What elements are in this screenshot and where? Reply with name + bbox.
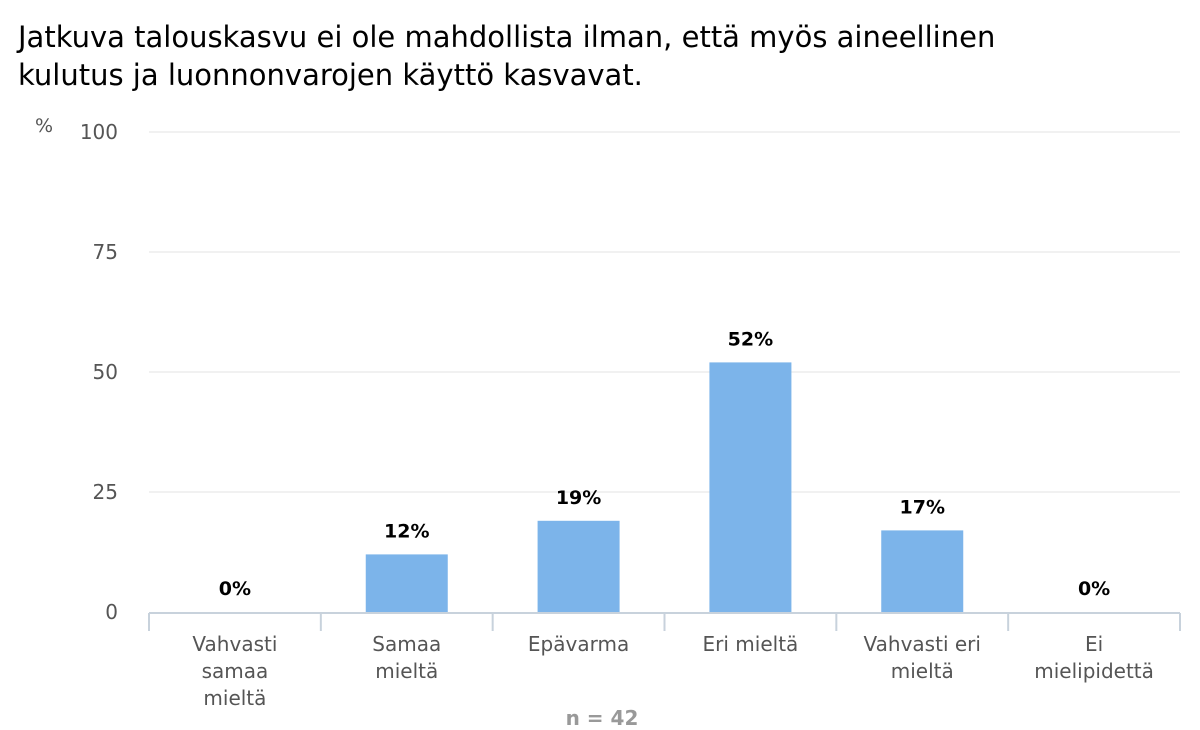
- x-tick-label-line: Epävarma: [528, 632, 629, 656]
- x-tick-label-line: Eri mieltä: [703, 632, 799, 656]
- data-label: 17%: [900, 496, 945, 518]
- bar: [537, 520, 620, 612]
- y-tick-label: 25: [93, 480, 118, 504]
- y-tick-label: 75: [93, 240, 118, 264]
- bars: [365, 362, 964, 612]
- x-tick-label-line: samaa: [202, 659, 269, 683]
- x-tick-label-line: mielipidettä: [1034, 659, 1154, 683]
- y-axis-label: %: [35, 115, 53, 137]
- x-tick-label-line: mieltä: [891, 659, 954, 683]
- x-tick-label-line: Samaa: [372, 632, 441, 656]
- x-tick-label: Vahvasti eri mieltä: [864, 632, 981, 683]
- data-label: 12%: [384, 520, 429, 542]
- x-tick-label: Eri mieltä: [703, 632, 799, 656]
- x-tick-label-line: Ei: [1085, 632, 1103, 656]
- bar: [709, 362, 792, 612]
- data-label: 52%: [728, 328, 773, 350]
- x-tick-label: Epävarma: [528, 632, 629, 656]
- x-tick-label-line: Vahvasti eri: [864, 632, 981, 656]
- y-tick-label: 0: [105, 600, 118, 624]
- bar: [881, 530, 964, 612]
- x-tick-label-line: Vahvasti: [192, 632, 277, 656]
- x-tick-label-line: mieltä: [375, 659, 438, 683]
- x-axis: Vahvasti samaa mieltä Samaa mieltä Epävarma Er…: [148, 612, 1181, 710]
- x-tick-label: Ei mielipidettä: [1034, 632, 1154, 683]
- data-label: 19%: [556, 487, 601, 509]
- sample-size-note: n = 42: [566, 706, 639, 730]
- x-tick-label: Vahvasti samaa mieltä: [192, 632, 277, 710]
- data-label: 0%: [1078, 578, 1110, 600]
- chart-title: Jatkuva talouskasvu ei ole mahdollista i…: [18, 20, 996, 92]
- data-label: 0%: [219, 578, 251, 600]
- x-tick-label-line: mieltä: [203, 686, 266, 710]
- x-tick-label: Samaa mieltä: [372, 632, 441, 683]
- y-tick-label: 100: [80, 120, 118, 144]
- bar: [365, 554, 448, 612]
- data-labels: 0% 12% 19% 52% 17% 0%: [219, 328, 1110, 600]
- y-axis: 0 25 50 75 100%: [35, 115, 118, 624]
- y-tick-label: 50: [93, 360, 118, 384]
- gridlines: [149, 131, 1180, 493]
